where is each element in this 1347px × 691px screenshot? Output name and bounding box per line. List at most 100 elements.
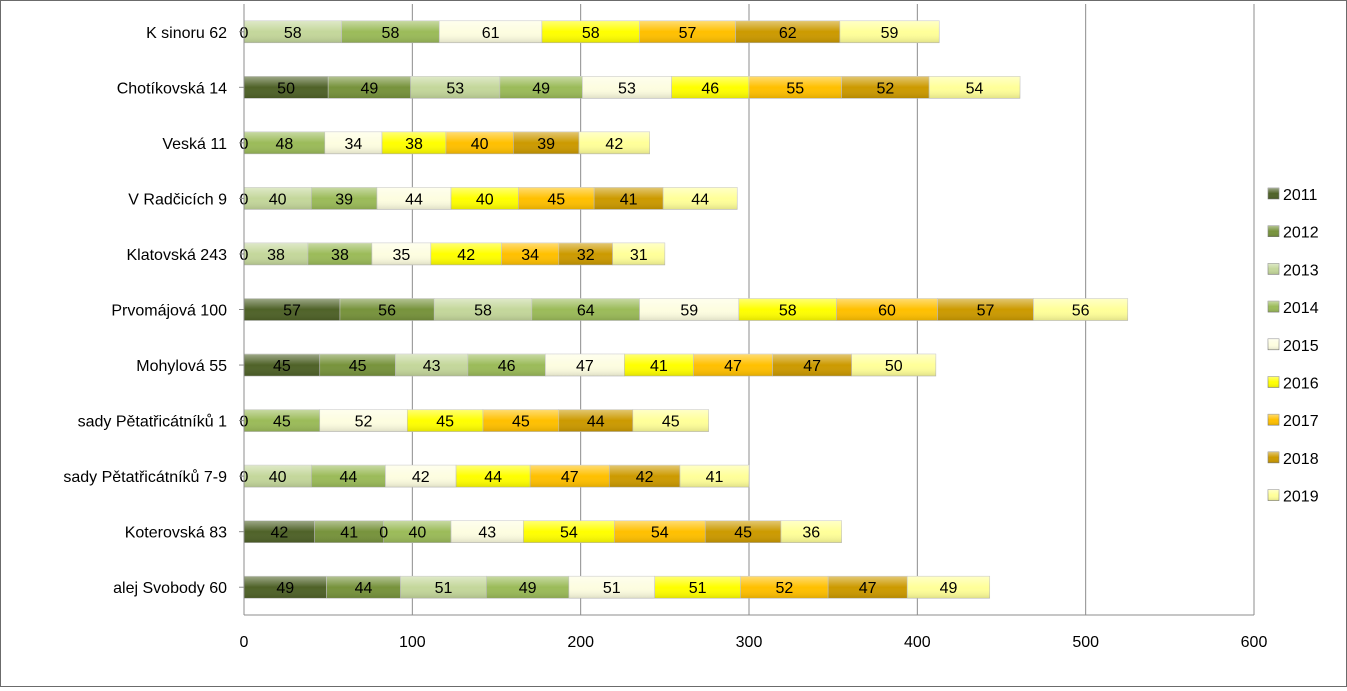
data-label: 42 — [412, 469, 430, 486]
bar-segment-sheen — [339, 298, 435, 321]
data-label: 43 — [423, 358, 441, 375]
x-tick-label: 100 — [399, 634, 426, 651]
bar-segment-sheen — [907, 576, 990, 599]
bar-segment-sheen — [654, 576, 741, 599]
legend-swatch-sheen — [1268, 376, 1279, 388]
bar-segment-sheen — [244, 520, 315, 543]
legend-swatch-sheen — [1268, 414, 1279, 426]
data-label: 45 — [436, 414, 454, 431]
bar-segment-sheen — [314, 520, 384, 543]
data-label: 53 — [618, 80, 636, 97]
bar-segment-sheen — [451, 520, 524, 543]
data-label: 39 — [335, 191, 353, 208]
bar-segment-sheen — [430, 242, 502, 265]
bar-segment-sheen — [929, 76, 1021, 99]
data-label: 45 — [273, 414, 291, 431]
category-label: K sinoru 62 — [146, 25, 227, 42]
data-label: 48 — [276, 136, 294, 153]
data-label: 44 — [339, 469, 357, 486]
data-label: 0 — [379, 525, 388, 542]
data-label: 44 — [405, 191, 423, 208]
data-label: 57 — [679, 25, 697, 42]
category-label: Chotíkovská 14 — [117, 80, 227, 97]
bar-segment-sheen — [523, 520, 615, 543]
data-label: 47 — [803, 358, 821, 375]
data-label: 62 — [779, 25, 797, 42]
bar-segment-sheen — [937, 298, 1034, 321]
bar-segment-sheen — [735, 20, 840, 43]
category-label: V Radčicích 9 — [128, 191, 227, 208]
data-label: 51 — [689, 580, 707, 597]
bar-segment-sheen — [244, 409, 320, 432]
bar-segment-sheen — [326, 576, 401, 599]
data-label: 34 — [521, 247, 539, 264]
bar-segment-sheen — [513, 131, 579, 154]
data-label: 41 — [650, 358, 668, 375]
x-tick-label: 400 — [904, 634, 931, 651]
data-label: 44 — [355, 580, 373, 597]
data-label: 49 — [532, 80, 550, 97]
data-label: 42 — [605, 136, 623, 153]
data-label: 55 — [786, 80, 804, 97]
data-label: 49 — [519, 580, 537, 597]
bar-segment-sheen — [780, 520, 842, 543]
bar-segment-sheen — [851, 354, 936, 377]
legend-swatch-sheen — [1268, 225, 1279, 237]
data-label: 45 — [273, 358, 291, 375]
bar-segment-sheen — [400, 576, 487, 599]
legend-swatch-sheen — [1268, 301, 1279, 313]
bar-segment-sheen — [531, 298, 640, 321]
category-label: sady Pětatřicátníků 7-9 — [63, 468, 227, 486]
data-label: 46 — [701, 80, 719, 97]
bar-segment-sheen — [382, 131, 446, 154]
bar-segment-sheen — [632, 409, 709, 432]
data-label: 47 — [561, 469, 579, 486]
legend-swatch-sheen — [1268, 489, 1279, 501]
legend-label: 2017 — [1283, 413, 1319, 430]
bar-segment-sheen — [434, 298, 532, 321]
x-tick-label: 200 — [567, 634, 594, 651]
legend: 2011 2012 2013 2014 2015 2016 2017 2018 2019 — [1267, 187, 1319, 506]
data-label: 40 — [476, 191, 494, 208]
bar-segment-sheen — [311, 465, 386, 488]
data-label: 52 — [876, 80, 894, 97]
data-label: 34 — [345, 136, 363, 153]
data-label: 49 — [940, 580, 958, 597]
data-label: 47 — [576, 358, 594, 375]
data-label: 58 — [382, 25, 400, 42]
data-label: 44 — [484, 469, 502, 486]
category-label: Veská 11 — [162, 136, 227, 153]
data-label: 51 — [603, 580, 621, 597]
x-tick-label: 600 — [1241, 634, 1268, 651]
data-label: 42 — [457, 247, 475, 264]
bar-segment-sheen — [594, 187, 664, 210]
bar-segment-sheen — [244, 131, 325, 154]
bar-segment-sheen — [499, 76, 583, 99]
bar-segment-sheen — [679, 465, 749, 488]
data-label: 42 — [270, 525, 288, 542]
data-label: 40 — [471, 136, 489, 153]
bar-segment-sheen — [244, 576, 327, 599]
bar-segment-sheen — [383, 520, 452, 543]
data-label: 52 — [355, 414, 373, 431]
legend-swatch-sheen — [1268, 263, 1279, 275]
data-label: 50 — [277, 80, 295, 97]
bar-segment-sheen — [341, 20, 440, 43]
bar-segment-sheen — [244, 20, 342, 43]
legend-swatch-sheen — [1268, 451, 1279, 463]
bar-segment-sheen — [578, 131, 650, 154]
data-label: 56 — [1072, 303, 1090, 320]
bar-segment-sheen — [582, 76, 672, 99]
x-tick-label: 500 — [1072, 634, 1099, 651]
data-label: 53 — [446, 80, 464, 97]
data-label: 31 — [630, 247, 648, 264]
bar-segment-sheen — [841, 76, 930, 99]
data-label: 41 — [340, 525, 358, 542]
bar-segment-sheen — [501, 242, 559, 265]
data-label: 59 — [881, 25, 899, 42]
data-label: 44 — [691, 191, 709, 208]
legend-label: 2015 — [1283, 338, 1319, 355]
bar-segment-sheen — [839, 20, 940, 43]
